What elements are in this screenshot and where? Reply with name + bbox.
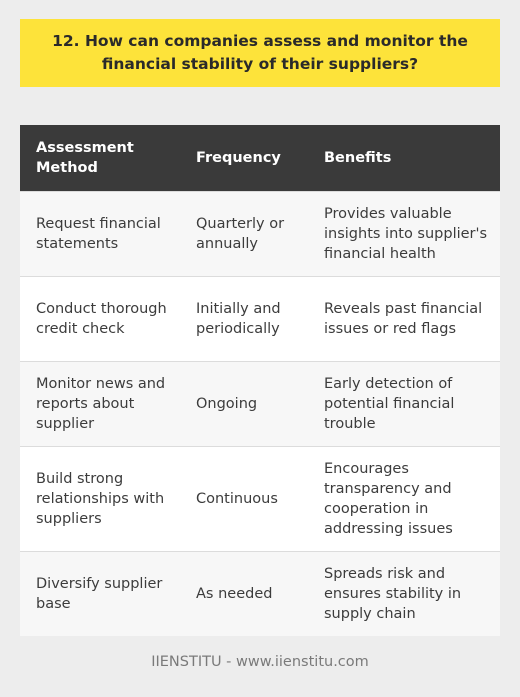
table-row: Conduct thorough credit check Initially … (20, 275, 500, 361)
cell-benefits: Reveals past financial issues or red fla… (308, 275, 500, 361)
table-row: Build strong relationships with supplier… (20, 445, 500, 551)
table-row: Diversify supplier base As needed Spread… (20, 550, 500, 636)
column-header-frequency: Frequency (180, 125, 308, 191)
footer-credit: IIENSTITU - www.iienstitu.com (151, 654, 369, 670)
assessment-table: Assessment Method Frequency Benefits Req… (20, 125, 500, 636)
cell-frequency: Ongoing (180, 360, 308, 446)
cell-benefits: Encourages transparency and cooperation … (308, 445, 500, 551)
cell-method: Request financial statements (20, 190, 180, 276)
table-row: Request financial statements Quarterly o… (20, 190, 500, 276)
cell-frequency: As needed (180, 550, 308, 636)
cell-benefits: Spreads risk and ensures stability in su… (308, 550, 500, 636)
cell-benefits: Early detection of potential financial t… (308, 360, 500, 446)
column-header-benefits: Benefits (308, 125, 500, 191)
cell-method: Monitor news and reports about supplier (20, 360, 180, 446)
table-row: Monitor news and reports about supplier … (20, 360, 500, 446)
cell-benefits: Provides valuable insights into supplier… (308, 190, 500, 276)
column-header-method: Assessment Method (20, 125, 180, 191)
table-header-row: Assessment Method Frequency Benefits (20, 125, 500, 191)
cell-frequency: Initially and periodically (180, 275, 308, 361)
cell-method: Diversify supplier base (20, 550, 180, 636)
page-title: 12. How can companies assess and monitor… (52, 32, 468, 73)
cell-method: Conduct thorough credit check (20, 275, 180, 361)
cell-frequency: Quarterly or annually (180, 190, 308, 276)
cell-method: Build strong relationships with supplier… (20, 445, 180, 551)
title-banner: 12. How can companies assess and monitor… (20, 19, 500, 87)
cell-frequency: Continuous (180, 445, 308, 551)
